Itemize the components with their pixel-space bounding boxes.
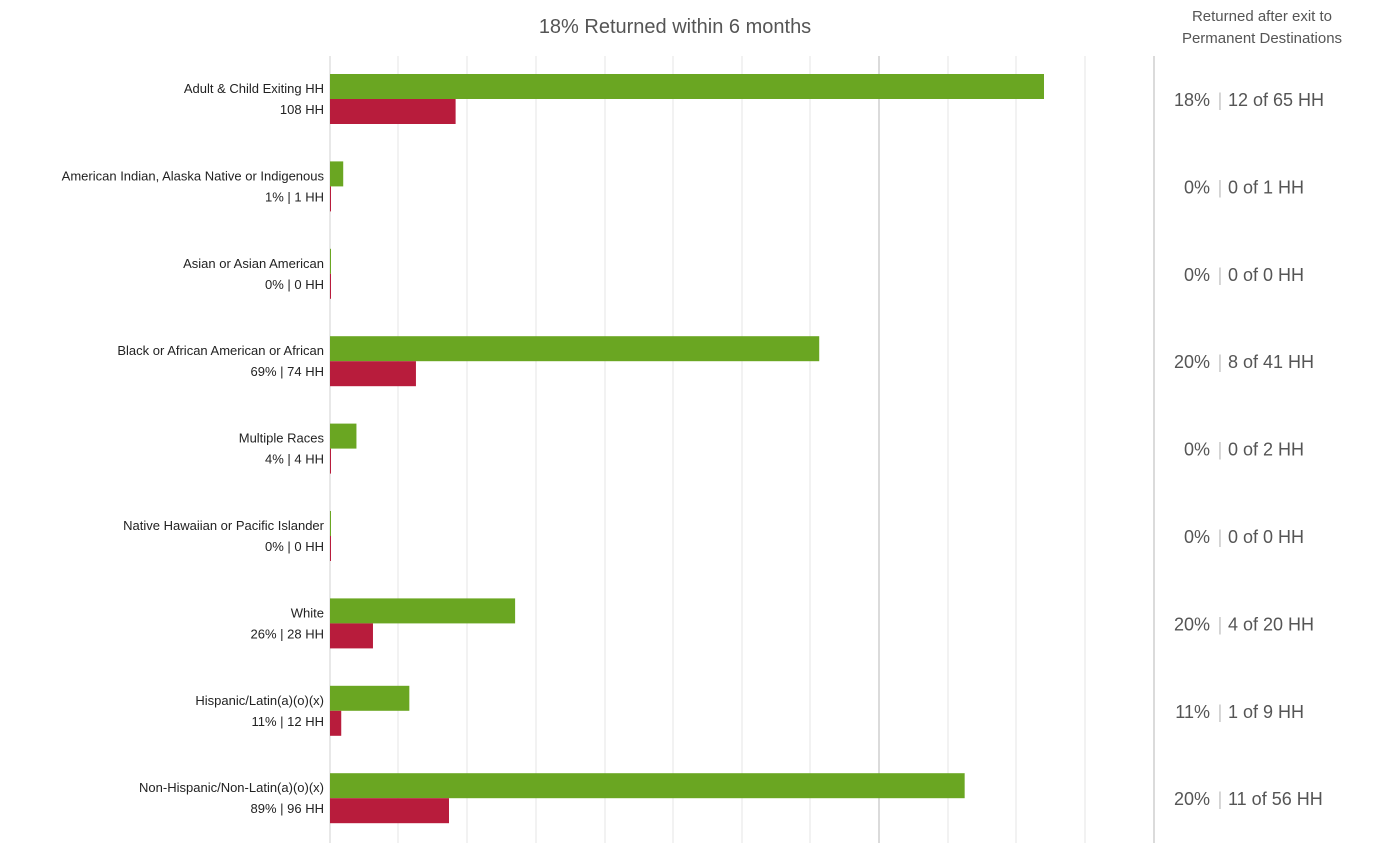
bar-total	[330, 423, 357, 449]
stat-separator: |	[1218, 614, 1223, 634]
bar-returned	[330, 623, 373, 649]
gridlines	[329, 56, 1155, 843]
stat-percent: 0%	[1184, 265, 1210, 285]
stat-percent: 18%	[1174, 90, 1210, 110]
category-sublabel: 69% | 74 HH	[251, 364, 324, 379]
stat-separator: |	[1218, 702, 1223, 722]
bar-returned	[330, 448, 331, 474]
stat-detail: 8 of 41 HH	[1228, 352, 1314, 372]
stat-detail: 11 of 56 HH	[1228, 789, 1323, 809]
category-row: Black or African American or African 69% …	[117, 336, 1314, 387]
right-column-header-line1: Returned after exit to	[1192, 8, 1332, 25]
category-row: Non-Hispanic/Non-Latin(a)(o)(x) 89% | 96 …	[139, 773, 1323, 824]
bar-returned	[330, 361, 416, 387]
stat-percent: 20%	[1174, 352, 1210, 372]
category-row: Adult & Child Exiting HH 108 HH 18% | 12 of …	[184, 74, 1324, 124]
stat-separator: |	[1218, 527, 1223, 547]
category-row: American Indian, Alaska Native or Indige…	[62, 161, 1304, 212]
category-sublabel: 108 HH	[280, 102, 324, 117]
stat-detail: 0 of 0 HH	[1228, 527, 1304, 547]
bar-returned	[330, 536, 331, 561]
category-label: Native Hawaiian or Pacific Islander	[123, 518, 325, 533]
stat-detail: 1 of 9 HH	[1228, 702, 1304, 722]
category-sublabel: 4% | 4 HH	[265, 452, 324, 467]
bar-returned	[330, 710, 342, 736]
stat-separator: |	[1218, 90, 1223, 110]
stat-separator: |	[1218, 352, 1223, 372]
bar-total	[330, 598, 516, 624]
stat-detail: 0 of 2 HH	[1228, 440, 1304, 460]
stat-detail: 12 of 65 HH	[1228, 90, 1324, 110]
category-label: Adult & Child Exiting HH	[184, 81, 324, 96]
category-label: American Indian, Alaska Native or Indige…	[62, 168, 325, 183]
stat-separator: |	[1218, 789, 1223, 809]
stat-percent: 20%	[1174, 789, 1210, 809]
stat-percent: 0%	[1184, 177, 1210, 197]
bar-total	[330, 74, 1044, 99]
category-label: Non-Hispanic/Non-Latin(a)(o)(x)	[139, 780, 324, 795]
category-sublabel: 11% | 12 HH	[251, 714, 324, 729]
bar-total	[330, 248, 331, 274]
bar-total	[330, 773, 965, 799]
stat-separator: |	[1218, 265, 1223, 285]
category-sublabel: 89% | 96 HH	[251, 801, 324, 816]
bar-total	[330, 161, 344, 187]
category-label: Hispanic/Latin(a)(o)(x)	[195, 693, 324, 708]
category-sublabel: 0% | 0 HH	[265, 539, 324, 554]
category-sublabel: 1% | 1 HH	[265, 189, 324, 204]
category-label: Asian or Asian American	[183, 256, 324, 271]
stat-detail: 0 of 1 HH	[1228, 177, 1304, 197]
category-row: White 26% | 28 HH 20% | 4 of 20 HH	[251, 598, 1314, 649]
category-label: Multiple Races	[239, 431, 325, 446]
bar-total	[330, 511, 331, 536]
stat-detail: 4 of 20 HH	[1228, 614, 1314, 634]
stat-detail: 0 of 0 HH	[1228, 265, 1304, 285]
category-sublabel: 26% | 28 HH	[251, 626, 324, 641]
stat-separator: |	[1218, 177, 1223, 197]
stat-percent: 20%	[1174, 614, 1210, 634]
stat-percent: 11%	[1175, 702, 1210, 722]
category-row: Hispanic/Latin(a)(o)(x) 11% | 12 HH 11% | 1 …	[195, 685, 1304, 736]
right-column-header-line2: Permanent Destinations	[1182, 30, 1342, 47]
category-label: White	[291, 605, 324, 620]
bar-returned	[330, 273, 331, 299]
bar-returned	[330, 798, 449, 824]
stat-percent: 0%	[1184, 440, 1210, 460]
bar-returned	[330, 186, 331, 212]
category-row: Asian or Asian American 0% | 0 HH 0% | 0 of …	[183, 248, 1304, 299]
category-row: Native Hawaiian or Pacific Islander 0% | …	[123, 511, 1304, 561]
category-label: Black or African American or African	[117, 343, 324, 358]
bar-total	[330, 336, 820, 362]
stat-percent: 0%	[1184, 527, 1210, 547]
category-sublabel: 0% | 0 HH	[265, 277, 324, 292]
category-row: Multiple Races 4% | 4 HH 0% | 0 of 2 HH	[239, 423, 1304, 474]
bar-total	[330, 685, 410, 711]
stat-separator: |	[1218, 440, 1223, 460]
bar-returned	[330, 99, 456, 124]
chart-title: 18% Returned within 6 months	[539, 16, 811, 38]
